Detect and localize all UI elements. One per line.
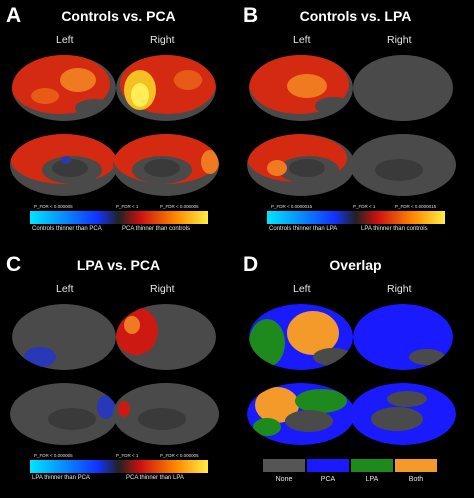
p-value-low: P_FDR < 0.000005 xyxy=(34,453,73,458)
colorbar-gradient xyxy=(267,211,445,224)
lateral-right-brain xyxy=(353,55,453,121)
right-hemisphere-label: Right xyxy=(150,283,175,295)
lateral-left-brain xyxy=(12,304,116,370)
left-hemisphere-label: Left xyxy=(293,283,311,295)
panel-letter: A xyxy=(6,4,22,27)
medial-right-brain xyxy=(113,383,219,445)
legend-label-pca: PCA xyxy=(320,476,336,483)
panel-letter: D xyxy=(243,253,259,276)
p-value-low: P_FDR < 0.000005 xyxy=(34,204,73,209)
panel-b: B Controls vs. LPA Left Right xyxy=(237,0,474,249)
colorbar: P_FDR < 0.0000015 P_FDR < 1 P_FDR < 0.00… xyxy=(267,204,445,245)
negative-label: LPA thinner than PCA xyxy=(32,475,90,481)
right-hemisphere-label: Right xyxy=(387,34,412,46)
legend-swatch-lpa xyxy=(351,459,393,472)
positive-label: PCA thinner than controls xyxy=(122,226,191,232)
lateral-right-brain xyxy=(116,304,216,370)
p-value-mid: P_FDR < 1 xyxy=(116,453,139,458)
panel-title: LPA vs. PCA xyxy=(76,257,161,273)
panel-letter: B xyxy=(243,4,259,27)
p-value-mid: P_FDR < 1 xyxy=(353,204,376,209)
p-value-high: P_FDR < 0.0000015 xyxy=(395,204,437,209)
negative-label: Controls thinner than LPA xyxy=(269,226,338,232)
medial-left-brain xyxy=(10,134,118,196)
brain-renderings xyxy=(10,55,219,196)
negative-label: Controls thinner than PCA xyxy=(32,226,102,232)
brain-renderings xyxy=(247,304,456,445)
colorbar-gradient xyxy=(30,460,208,473)
medial-right-brain xyxy=(350,134,456,196)
medial-left-brain xyxy=(247,134,355,196)
legend-swatch-both xyxy=(395,459,437,472)
panel-title: Controls vs. LPA xyxy=(299,8,412,24)
legend-swatch-pca xyxy=(307,459,349,472)
medial-left-brain xyxy=(10,383,118,445)
colorbar: P_FDR < 0.000005 P_FDR < 1 P_FDR < 0.000… xyxy=(30,453,208,494)
lateral-right-brain xyxy=(116,55,216,121)
panel-a: A Controls vs. PCA Left Right xyxy=(0,0,237,249)
lateral-left-brain xyxy=(12,55,116,121)
right-hemisphere-label: Right xyxy=(387,283,412,295)
legend-label-none: None xyxy=(275,476,293,483)
lateral-left-brain xyxy=(249,304,353,370)
positive-label: PCA thinner than LPA xyxy=(126,475,184,481)
lateral-right-brain xyxy=(353,304,453,370)
medial-right-brain xyxy=(350,383,456,445)
legend-label-both: Both xyxy=(408,476,424,483)
lateral-left-brain xyxy=(249,55,353,121)
p-value-low: P_FDR < 0.0000015 xyxy=(271,204,313,209)
colorbar: P_FDR < 0.000005 P_FDR < 1 P_FDR < 0.000… xyxy=(30,204,208,245)
right-hemisphere-label: Right xyxy=(150,34,175,46)
medial-left-brain xyxy=(247,383,355,445)
brain-renderings xyxy=(10,304,219,445)
left-hemisphere-label: Left xyxy=(56,283,74,295)
panel-letter: C xyxy=(6,253,22,276)
panel-title: Overlap xyxy=(329,257,382,273)
panel-title: Controls vs. PCA xyxy=(61,8,176,24)
panel-c: C LPA vs. PCA Left Right xyxy=(0,249,237,498)
medial-right-brain xyxy=(113,134,219,196)
positive-label: LPA thinner than controls xyxy=(361,226,428,232)
overlap-legend: None PCA LPA Both xyxy=(263,459,443,491)
brain-renderings xyxy=(247,55,456,196)
p-value-high: P_FDR < 0.000005 xyxy=(160,453,199,458)
colorbar-gradient xyxy=(30,211,208,224)
p-value-high: P_FDR < 0.000005 xyxy=(160,204,199,209)
legend-swatch-none xyxy=(263,459,305,472)
legend-label-lpa: LPA xyxy=(365,476,379,483)
p-value-mid: P_FDR < 1 xyxy=(116,204,139,209)
left-hemisphere-label: Left xyxy=(56,34,74,46)
panel-d: D Overlap Left Right xyxy=(237,249,474,498)
left-hemisphere-label: Left xyxy=(293,34,311,46)
